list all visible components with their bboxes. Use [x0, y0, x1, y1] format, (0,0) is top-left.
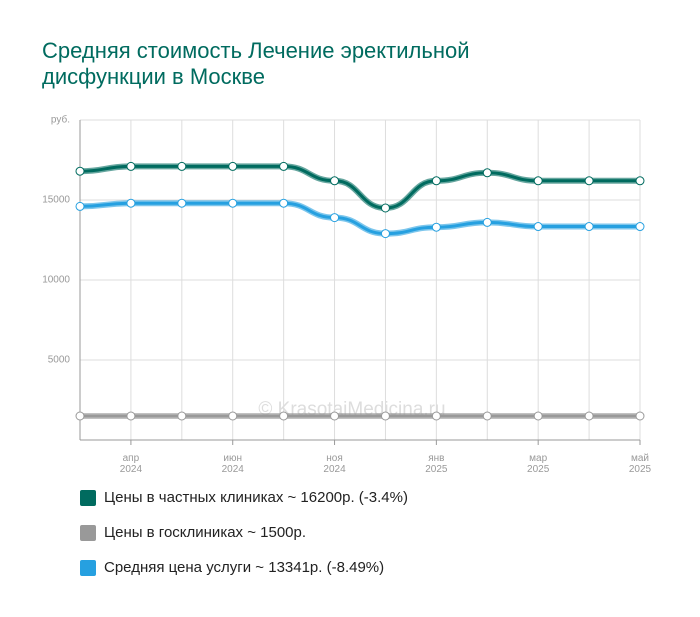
- point: [75, 201, 85, 211]
- point: [635, 411, 645, 421]
- legend-swatch: [80, 490, 96, 506]
- point: [431, 411, 441, 421]
- point: [126, 161, 136, 171]
- point: [75, 166, 85, 176]
- point: [126, 198, 136, 208]
- point: [584, 222, 594, 232]
- point: [75, 411, 85, 421]
- point: [533, 222, 543, 232]
- point: [380, 411, 390, 421]
- x-tick-label: июн 2024: [222, 453, 245, 475]
- point: [431, 176, 441, 186]
- x-tick-label: ноя 2024: [323, 453, 346, 475]
- point: [533, 411, 543, 421]
- series-line-outline: [79, 200, 640, 237]
- y-tick-label: 5000: [48, 355, 71, 366]
- point: [228, 198, 238, 208]
- point: [126, 411, 136, 421]
- point: [584, 176, 594, 186]
- legend-swatch: [80, 560, 96, 576]
- y-axis-label: руб.: [51, 114, 70, 126]
- point: [584, 411, 594, 421]
- point: [228, 161, 238, 171]
- point: [228, 411, 238, 421]
- point: [177, 411, 187, 421]
- legend-label: Средняя цена услуги ~ 13341р. (-8.49%): [104, 559, 384, 576]
- point: [482, 411, 492, 421]
- point: [431, 222, 441, 232]
- point: [482, 217, 492, 227]
- x-tick-label: мар 2025: [527, 453, 550, 475]
- x-tick-label: май 2025: [629, 453, 652, 475]
- point: [279, 411, 289, 421]
- point: [177, 161, 187, 171]
- point: [482, 168, 492, 178]
- x-tick-label: апр 2024: [120, 453, 143, 475]
- point: [177, 198, 187, 208]
- point: [279, 161, 289, 171]
- legend-label: Цены в частных клиниках ~ 16200р. (-3.4%…: [104, 489, 408, 506]
- legend-label: Цены в госклиниках ~ 1500р.: [104, 524, 306, 541]
- y-tick-label: 15000: [42, 195, 70, 206]
- point: [330, 213, 340, 223]
- point: [380, 203, 390, 213]
- x-tick-label: янв 2025: [425, 453, 448, 475]
- point: [330, 176, 340, 186]
- point: [279, 198, 289, 208]
- y-tick-label: 10000: [42, 275, 70, 286]
- point: [533, 176, 543, 186]
- legend-swatch: [80, 525, 96, 541]
- point: [380, 229, 390, 239]
- point: [330, 411, 340, 421]
- point: [635, 222, 645, 232]
- point: [635, 176, 645, 186]
- chart-title: Средняя стоимость Лечение эректильной ди…: [42, 38, 470, 89]
